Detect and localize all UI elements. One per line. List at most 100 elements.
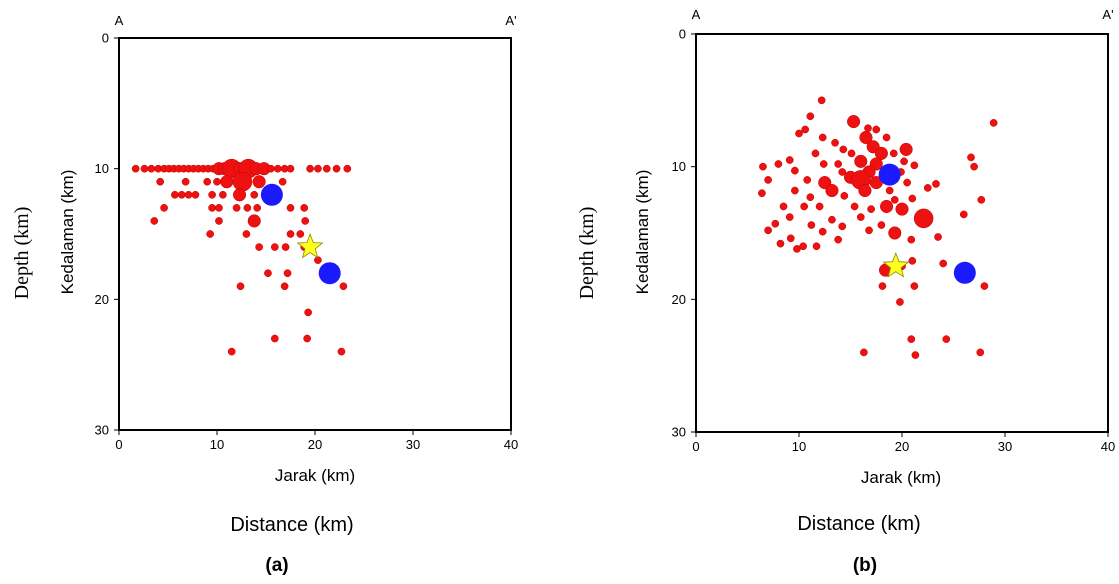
event-point <box>818 133 827 142</box>
event-point <box>227 347 236 356</box>
event-point <box>806 193 815 202</box>
event-point <box>807 221 816 229</box>
event-point <box>819 160 828 168</box>
event-point <box>247 214 261 228</box>
event-point <box>286 204 295 212</box>
event-point <box>840 192 849 200</box>
y-tick-label: 10 <box>672 159 686 174</box>
outer-xlabel: Distance (km) <box>797 513 920 535</box>
event-point <box>301 217 310 225</box>
blue-marker <box>318 262 341 285</box>
event-point <box>932 180 940 188</box>
event-point <box>140 164 149 173</box>
event-point <box>910 282 919 290</box>
event-point <box>867 205 875 213</box>
event-point <box>296 230 305 238</box>
event-point <box>779 202 788 211</box>
event-point <box>801 125 810 134</box>
event-point <box>203 177 212 186</box>
event-point <box>910 161 919 170</box>
x-tick-label: 40 <box>504 437 518 452</box>
event-point <box>838 168 847 176</box>
event-point <box>847 115 861 129</box>
event-markers <box>131 158 352 356</box>
event-point <box>885 186 894 195</box>
x-tick-label: 30 <box>998 439 1012 454</box>
event-point <box>278 177 287 186</box>
x-tick-label: 10 <box>792 439 806 454</box>
x-tick-label: 0 <box>692 439 699 454</box>
event-point <box>181 177 190 186</box>
event-point <box>283 269 292 278</box>
event-point <box>864 124 872 133</box>
event-point <box>834 235 842 244</box>
x-tick-label: 0 <box>115 437 122 452</box>
x-tick-label: 30 <box>406 437 420 452</box>
section-start-label: A <box>692 7 701 22</box>
event-point <box>977 195 986 204</box>
event-point <box>907 335 916 343</box>
event-point <box>774 160 783 168</box>
xlabel: Jarak (km) <box>275 466 355 485</box>
event-point <box>878 282 887 290</box>
xlabel: Jarak (km) <box>861 468 941 487</box>
event-point <box>314 256 322 264</box>
event-point <box>795 129 803 138</box>
event-point <box>764 176 772 184</box>
event-point <box>343 164 352 173</box>
event-point <box>838 222 847 231</box>
y-tick-label: 30 <box>95 423 109 438</box>
y-tick-label: 0 <box>102 31 109 46</box>
event-point <box>270 243 279 251</box>
event-point <box>865 226 873 235</box>
event-point <box>785 213 794 221</box>
event-point <box>232 171 253 192</box>
event-point <box>900 157 908 166</box>
event-point <box>939 259 948 268</box>
event-point <box>815 202 824 211</box>
event-point <box>758 189 766 198</box>
plot-frame <box>118 37 512 431</box>
event-point <box>793 245 801 253</box>
plot-frame <box>695 33 1109 433</box>
event-point <box>208 204 216 212</box>
event-point <box>895 202 909 216</box>
event-point <box>828 215 836 224</box>
outer-xlabel: Distance (km) <box>230 514 353 536</box>
blue-marker <box>260 183 283 206</box>
event-point <box>759 162 767 171</box>
event-point <box>800 202 809 211</box>
y-tick-label: 20 <box>672 292 686 307</box>
event-point <box>286 164 295 173</box>
event-point <box>970 162 978 171</box>
x-tick-label: 20 <box>895 439 909 454</box>
event-point <box>255 243 263 251</box>
event-point <box>303 334 312 343</box>
y-tick-label: 30 <box>672 425 686 440</box>
event-point <box>332 164 341 173</box>
event-point <box>264 269 272 278</box>
section-end-label: A' <box>505 13 516 28</box>
event-point <box>847 149 856 158</box>
event-point <box>253 204 262 212</box>
event-point <box>147 164 156 173</box>
event-point <box>250 190 259 199</box>
ylabel: Kedalaman (km) <box>58 170 77 295</box>
event-point <box>232 204 241 212</box>
section-start-label: A <box>115 13 124 28</box>
event-point <box>911 351 920 359</box>
event-point <box>899 142 913 156</box>
event-point <box>812 242 821 251</box>
event-point <box>890 195 899 204</box>
event-point <box>803 176 812 184</box>
star-marker <box>296 232 324 259</box>
event-point <box>339 282 348 291</box>
event-point <box>880 199 894 214</box>
event-point <box>252 175 266 189</box>
event-point <box>280 282 289 291</box>
outer-ylabel: Depth (km) <box>11 207 33 300</box>
event-point <box>817 96 826 105</box>
event-point <box>967 153 975 162</box>
event-point <box>903 178 912 187</box>
event-point <box>322 164 331 173</box>
